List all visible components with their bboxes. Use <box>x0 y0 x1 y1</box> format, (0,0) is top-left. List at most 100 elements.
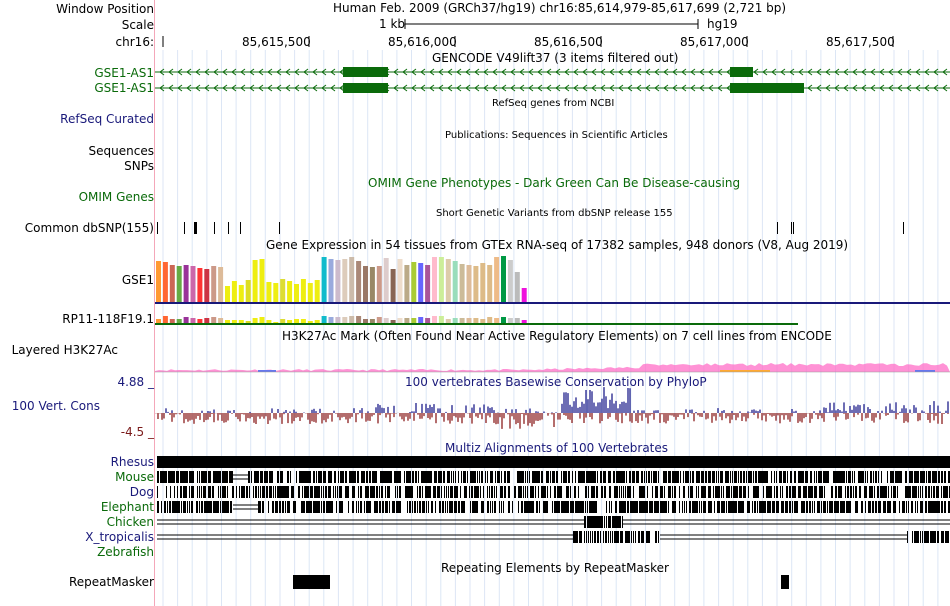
alignment-block <box>370 486 371 498</box>
alignment-block <box>621 456 622 468</box>
alignment-block <box>278 486 279 498</box>
refseq-track-title[interactable]: RefSeq genes from NCBI <box>492 98 615 109</box>
strand-arrow <box>420 84 426 92</box>
gene-label-gse1-as1-2[interactable]: GSE1-AS1 <box>94 81 154 95</box>
species-label[interactable]: Dog <box>129 485 154 499</box>
h3k27ac-track-label[interactable]: Layered H3K27Ac <box>11 343 118 357</box>
alignment-block <box>803 486 804 498</box>
repeatmasker-track-label[interactable]: RepeatMasker <box>68 575 154 589</box>
alignment-block <box>507 471 508 483</box>
dbsnp-track-label[interactable]: Common dbSNP(155) <box>24 221 154 235</box>
alignment-block <box>157 486 158 498</box>
omim-track-title[interactable]: OMIM Gene Phenotypes - Dark Green Can Be… <box>368 176 741 190</box>
gtex-tissue-bar-rp11 <box>514 318 520 324</box>
alignment-block <box>792 486 793 498</box>
alignment-block <box>331 501 332 513</box>
gtex-gene-label-rp11[interactable]: RP11-118F19.1 <box>62 312 154 326</box>
publications-track-title[interactable]: Publications: Sequences in Scientific Ar… <box>445 130 668 141</box>
alignment-block <box>742 501 743 513</box>
alignment-block <box>434 471 435 483</box>
publications-sequences-label[interactable]: Sequences <box>88 144 154 158</box>
alignment-block <box>835 471 836 483</box>
alignment-block <box>310 471 311 483</box>
alignment-block <box>257 471 258 483</box>
alignment-block <box>472 501 473 513</box>
alignment-block <box>239 486 240 498</box>
species-label[interactable]: X_tropicalis <box>85 530 154 544</box>
strand-arrow <box>159 84 165 92</box>
alignment-block <box>328 486 329 498</box>
phylop-track-label[interactable]: 100 Vert. Cons <box>11 399 100 413</box>
snp-tick <box>791 222 792 234</box>
alignment-block <box>279 456 280 468</box>
strand-arrow <box>879 84 885 92</box>
alignment-block <box>686 501 687 513</box>
species-label[interactable]: Chicken <box>106 515 154 529</box>
alignment-block <box>716 486 717 498</box>
alignment-block <box>656 531 657 543</box>
phylop-track-title[interactable]: 100 vertebrates Basewise Conservation by… <box>405 375 707 389</box>
gtex-track-title[interactable]: Gene Expression in 54 tissues from GTEx … <box>266 238 849 252</box>
alignment-block <box>444 471 445 483</box>
alignment-block <box>890 471 891 483</box>
alignment-block <box>829 501 830 513</box>
strand-arrow <box>465 84 471 92</box>
alignment-block <box>621 501 622 513</box>
gene-label-gse1-as1-1[interactable]: GSE1-AS1 <box>94 66 154 80</box>
alignment-block <box>732 471 733 483</box>
dbsnp-track-title[interactable]: Short Genetic Variants from dbSNP releas… <box>436 208 673 219</box>
species-label[interactable]: Elephant <box>100 500 154 514</box>
alignment-block <box>806 471 807 483</box>
alignment-block <box>547 471 548 483</box>
alignment-block <box>420 486 421 498</box>
gencode-track-title[interactable]: GENCODE V49lift37 (3 items filtered out) <box>432 51 679 65</box>
alignment-block <box>703 501 704 513</box>
strand-arrow <box>168 84 174 92</box>
alignment-block <box>175 501 176 513</box>
alignment-block <box>633 501 634 513</box>
alignment-block <box>782 501 783 513</box>
species-label[interactable]: Rhesus <box>110 455 154 469</box>
alignment-block <box>318 486 319 498</box>
alignment-block <box>789 486 790 498</box>
alignment-block <box>904 501 905 513</box>
alignment-block <box>746 471 747 483</box>
strand-arrow <box>537 68 543 76</box>
alignment-block <box>595 501 596 513</box>
multiz-track-title[interactable]: Multiz Alignments of 100 Vertebrates <box>445 441 669 455</box>
alignment-block <box>594 471 595 483</box>
alignment-block <box>210 501 211 513</box>
alignment-block <box>458 501 459 513</box>
strand-arrow <box>861 84 867 92</box>
alignment-block <box>329 501 330 513</box>
alignment-block <box>330 471 331 483</box>
alignment-block <box>202 471 203 483</box>
alignment-block <box>730 501 731 513</box>
species-label[interactable]: Zebrafish <box>97 545 154 559</box>
alignment-block <box>374 471 375 483</box>
publications-snps-label[interactable]: SNPs <box>124 159 154 173</box>
alignment-block <box>817 501 818 513</box>
gtex-tissue-bar <box>507 260 513 302</box>
gtex-gene-label-gse1[interactable]: GSE1 <box>121 273 154 287</box>
alignment-block <box>654 471 655 483</box>
alignment-block <box>646 471 647 483</box>
species-label[interactable]: Mouse <box>115 470 154 484</box>
alignment-block <box>196 501 197 513</box>
repeatmasker-track-title[interactable]: Repeating Elements by RepeatMasker <box>441 561 669 575</box>
omim-track-label[interactable]: OMIM Genes <box>78 190 154 204</box>
h3k27ac-track-title[interactable]: H3K27Ac Mark (Often Found Near Active Re… <box>282 329 832 343</box>
alignment-block <box>762 501 763 513</box>
alignment-block <box>697 471 698 483</box>
alignment-block <box>889 501 890 513</box>
alignment-block <box>760 501 761 513</box>
strand-arrow <box>807 84 813 92</box>
refseq-track-label[interactable]: RefSeq Curated <box>60 112 154 126</box>
alignment-block <box>328 501 329 513</box>
alignment-block <box>177 486 178 498</box>
alignment-block <box>419 501 420 513</box>
alignment-block <box>450 501 451 513</box>
alignment-block <box>621 471 622 483</box>
